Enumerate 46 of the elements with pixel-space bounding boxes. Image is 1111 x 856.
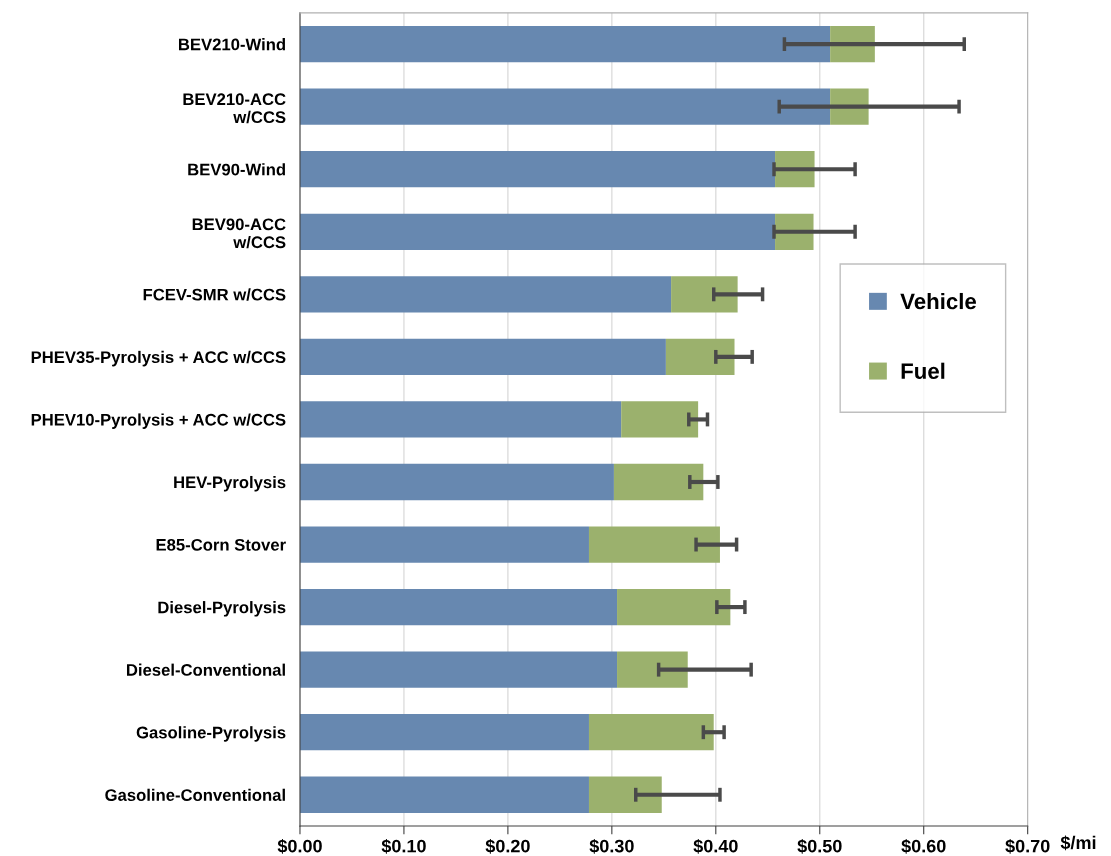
bar [588,776,662,813]
y-tick-label: E85-Corn Stover [156,538,286,551]
bar [613,463,704,501]
x-tick-label: $0.60 [901,838,946,854]
x-tick-label: $0.30 [589,838,634,854]
y-tick-label: Gasoline-Pyrolysis [136,726,286,742]
bar [299,213,776,250]
legend-label: Vehicle [900,292,977,310]
y-tick-label: BEV90-ACC w/CCS [192,218,286,249]
bar [299,588,618,626]
bar [617,651,688,688]
bar [617,588,731,626]
y-tick-label: Diesel-Conventional [127,663,285,676]
bar [665,338,735,376]
y-tick-label: BEV90-Wind [188,163,285,176]
bar [299,338,666,376]
bar [299,401,622,438]
y-tick-label: PHEV10-Pyrolysis + ACC w/CCS [31,413,286,429]
bar [588,526,720,563]
bar [621,401,699,438]
bar [588,714,714,751]
x-tick-label: $0.50 [797,838,842,854]
legend-label: Fuel [901,362,945,380]
x-tick-label: $0.40 [693,838,738,854]
x-tick-label: $0.20 [485,838,530,854]
bar [671,276,738,313]
bar [299,151,776,188]
y-tick-label: BEV210-Wind [179,38,285,51]
x-tick-label: $0.10 [381,838,426,854]
x-tick-label: $0.70 [1005,838,1050,854]
bar [299,276,672,313]
y-tick-label: Gasoline-Conventional [105,788,285,801]
x-tick-label: $0.00 [277,838,322,854]
bar [299,526,589,563]
y-tick-label: BEV210-ACC w/CCS [183,93,286,124]
bar [299,463,614,501]
y-tick-label: HEV-Pyrolysis [174,475,286,492]
bar [299,776,589,813]
x-axis-title: $/mi [1060,835,1096,851]
bar [299,651,618,688]
y-tick-label: PHEV35-Pyrolysis + ACC w/CCS [31,350,286,367]
bar [299,25,831,63]
bar [299,714,589,751]
bar [299,88,831,125]
y-tick-label: Diesel-Pyrolysis [158,601,286,617]
y-tick-label: FCEV-SMR w/CCS [143,288,286,301]
